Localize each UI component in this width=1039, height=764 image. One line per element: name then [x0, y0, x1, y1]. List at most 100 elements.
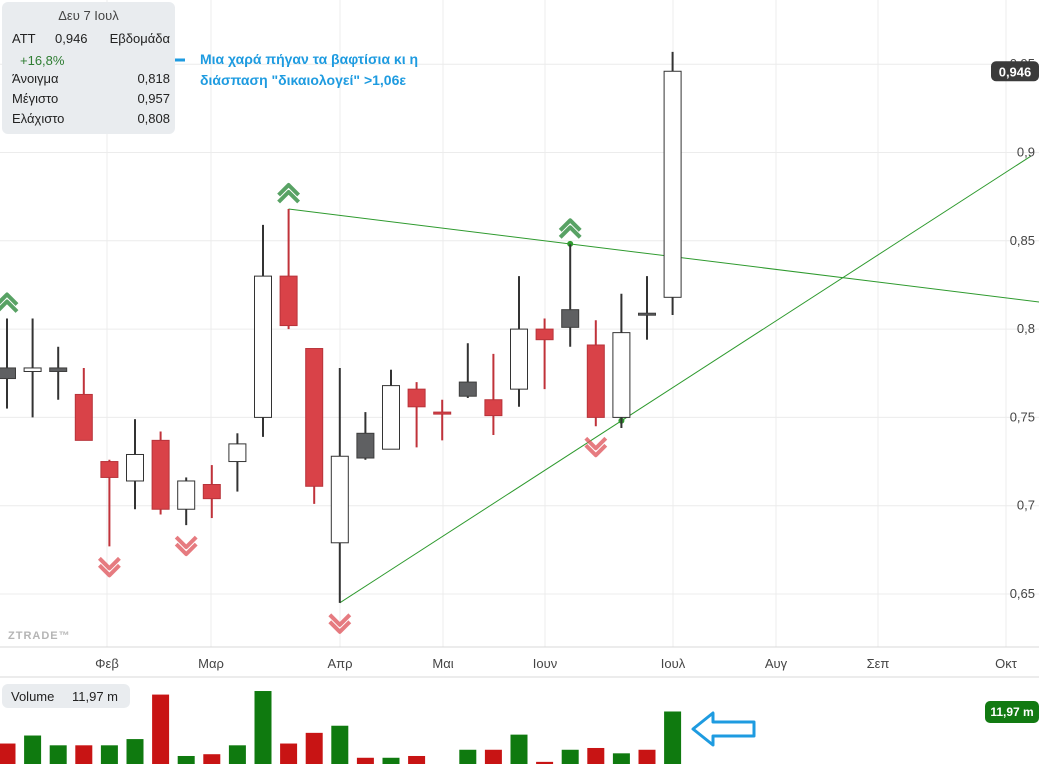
candle-body [202, 484, 221, 500]
candle-body [458, 381, 477, 397]
candle-body [228, 443, 247, 463]
last-volume-tag [985, 701, 1039, 723]
x-tick-label: Αυγ [765, 656, 788, 671]
volume-outline-arrow-icon [691, 711, 756, 747]
candle-body [0, 367, 16, 380]
candle-body [330, 455, 349, 544]
info-symbol-row: ATT 0,946 Εβδομάδα [12, 31, 170, 49]
candle-body [177, 480, 196, 510]
x-tick-label: Μαρ [198, 656, 224, 671]
volume-bar [561, 749, 579, 764]
symbol: ATT [12, 31, 36, 46]
volume-bar [356, 757, 374, 764]
candle-body [484, 399, 503, 417]
down-arrow-marker-icon [97, 556, 121, 578]
volume-bar [228, 745, 246, 764]
y-tick-label: 0,75 [1010, 409, 1035, 424]
up-arrow-marker-icon [0, 292, 19, 313]
low-label: Ελάχιστο [12, 111, 65, 126]
volume-bar [510, 734, 528, 764]
info-date: Δευ 7 Ιουλ [58, 8, 119, 23]
high-value: 0,957 [137, 91, 170, 106]
candle-body [49, 367, 68, 372]
volume-value: 11,97 m [72, 689, 119, 704]
info-open-row: Άνοιγμα 0,818 [12, 71, 170, 89]
x-tick-label: Απρ [327, 656, 352, 671]
y-tick-label: 0,85 [1010, 233, 1035, 248]
markers [0, 183, 608, 634]
volume-bar [100, 745, 118, 764]
volume-bar [152, 694, 170, 764]
volume-bar [382, 757, 400, 764]
volume-bar [331, 725, 349, 764]
info-low-row: Ελάχιστο 0,808 [12, 111, 170, 129]
annotation-line-1: Μια χαρά πήγαν τα βαφτίσια κι η [200, 51, 419, 67]
y-tick-label: 0,7 [1017, 498, 1035, 513]
up-arrow-marker-icon [277, 183, 301, 204]
volume-bar [254, 691, 272, 764]
volume-bars: 11,97 m [0, 691, 1039, 764]
annotation-text: Μια χαρά πήγαν τα βαφτίσια κι η διάσπαση… [200, 49, 440, 91]
candle-body [663, 70, 682, 298]
volume-bar [305, 732, 323, 764]
period: Εβδομάδα [109, 31, 170, 46]
candle-body [151, 439, 170, 510]
candle-body [279, 275, 298, 327]
candle-body [612, 332, 631, 418]
candle-body [356, 432, 375, 459]
candle-body [100, 461, 119, 478]
x-tick-label: Ιουν [533, 656, 557, 671]
last-price-label: 0,946 [999, 64, 1032, 79]
y-tick-label: 0,65 [1010, 586, 1035, 601]
volume-bar [177, 755, 195, 764]
volume-bar [459, 749, 477, 764]
volume-bar [75, 745, 93, 764]
candle-body [74, 393, 93, 441]
price: 0,946 [55, 31, 88, 46]
up-arrow-marker-icon [558, 218, 582, 239]
volume-bar [587, 747, 605, 764]
down-arrow-marker-icon [328, 613, 352, 634]
candle-body [254, 275, 272, 418]
x-tick-label: Ιουλ [661, 656, 686, 671]
info-high-row: Μέγιστο 0,957 [12, 91, 170, 109]
watermark: ZTRADE™ [8, 630, 71, 642]
candle-body [561, 309, 580, 328]
candle-body [433, 411, 452, 415]
chart-grid [0, 0, 1039, 678]
volume-bar [612, 753, 630, 764]
change-percent: +16,8% [20, 53, 65, 68]
candle-body [638, 312, 656, 316]
candle-body [382, 385, 400, 450]
x-tick-label: Οκτ [995, 656, 1018, 671]
low-value: 0,808 [137, 111, 170, 126]
y-tick-label: 0,8 [1017, 321, 1035, 336]
candle-body [23, 367, 42, 372]
trendline-1 [339, 155, 1032, 604]
volume-bar [280, 743, 298, 764]
volume-bar [203, 754, 221, 764]
candle-body [586, 344, 605, 418]
volume-bar [638, 749, 656, 764]
y-axis: 0,650,70,750,80,850,90,950,946 [991, 56, 1039, 601]
trendline-dot [567, 240, 574, 247]
candle-body [535, 328, 554, 341]
last-volume-label: 11,97 m [990, 705, 1033, 719]
volume-bar [24, 735, 42, 764]
volume-bar [0, 743, 16, 764]
annotation-line-2: διάσπαση "δικαιολογεί" >1,06ε [200, 72, 407, 88]
volume-bar [126, 739, 144, 764]
x-tick-label: Σεπ [867, 656, 890, 671]
high-label: Μέγιστο [12, 91, 59, 106]
last-price-tag [991, 61, 1039, 82]
x-tick-label: Φεβ [95, 656, 119, 671]
down-arrow-marker-icon [174, 535, 198, 557]
open-value: 0,818 [137, 71, 170, 86]
candle-body [126, 453, 144, 482]
volume-bar [408, 755, 426, 764]
candle-body [305, 348, 324, 487]
y-tick-label: 0,9 [1017, 145, 1035, 160]
volume-bar [536, 761, 554, 764]
volume-bar [664, 711, 682, 764]
